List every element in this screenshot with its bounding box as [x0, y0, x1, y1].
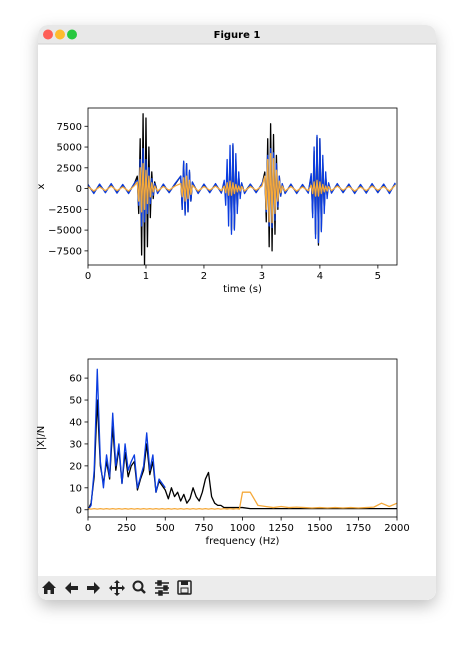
axes-frame: [87, 107, 398, 266]
x-tick-label: 0: [85, 271, 91, 282]
save-button[interactable]: [177, 580, 192, 595]
y-tick-label: −2500: [48, 205, 82, 216]
data-line: [88, 153, 396, 224]
plot-area: [88, 368, 397, 511]
y-tick-label: 60: [69, 374, 82, 385]
y-tick-label: 40: [69, 417, 82, 428]
x-tick-label: 1000: [230, 523, 255, 534]
x-tick-label: 2: [201, 271, 207, 282]
y-tick-label: 30: [69, 439, 82, 450]
y-tick-label: −7500: [48, 246, 82, 257]
y-tick-label: 7500: [57, 122, 82, 133]
x-tick-label: 0: [85, 523, 91, 534]
x-tick-label: 500: [156, 523, 175, 534]
pan-button[interactable]: [109, 580, 125, 596]
data-line: [88, 491, 397, 510]
x-axis-label: frequency (Hz): [206, 536, 280, 547]
y-tick-label: 0: [76, 184, 82, 195]
y-tick-label: 10: [69, 483, 82, 494]
x-tick-label: 5: [375, 271, 381, 282]
minimize-button[interactable]: [55, 29, 65, 40]
forward-button[interactable]: [87, 582, 100, 594]
data-line: [88, 368, 166, 511]
x-tick-label: 250: [117, 523, 136, 534]
y-tick-label: 50: [69, 396, 82, 407]
home-button[interactable]: [42, 581, 56, 594]
x-tick-label: 1: [143, 271, 149, 282]
y-tick-label: 0: [76, 505, 82, 516]
x-tick-label: 1500: [307, 523, 332, 534]
x-tick-label: 3: [259, 271, 265, 282]
back-button[interactable]: [65, 582, 78, 594]
x-tick-label: 1750: [346, 523, 371, 534]
zoom-tool-button[interactable]: [132, 580, 146, 594]
close-button[interactable]: [43, 29, 53, 40]
y-tick-label: 20: [69, 461, 82, 472]
x-tick-label: 4: [317, 271, 323, 282]
plot-area: [88, 113, 396, 265]
x-tick-label: 750: [194, 523, 213, 534]
title-bar: [38, 25, 436, 44]
y-axis-label: |X|/N: [36, 426, 47, 450]
x-tick-label: 2000: [384, 523, 409, 534]
y-tick-label: 5000: [57, 143, 82, 154]
y-tick-label: 2500: [57, 163, 82, 174]
window-title: Figure 1: [214, 30, 261, 41]
x-axis-label: time (s): [223, 284, 262, 295]
configure-button[interactable]: [155, 580, 169, 596]
y-tick-label: −5000: [48, 226, 82, 237]
zoom-button[interactable]: [67, 29, 77, 40]
y-axis-label: x: [36, 183, 47, 189]
window-frame: [38, 25, 436, 600]
x-tick-label: 1250: [268, 523, 293, 534]
